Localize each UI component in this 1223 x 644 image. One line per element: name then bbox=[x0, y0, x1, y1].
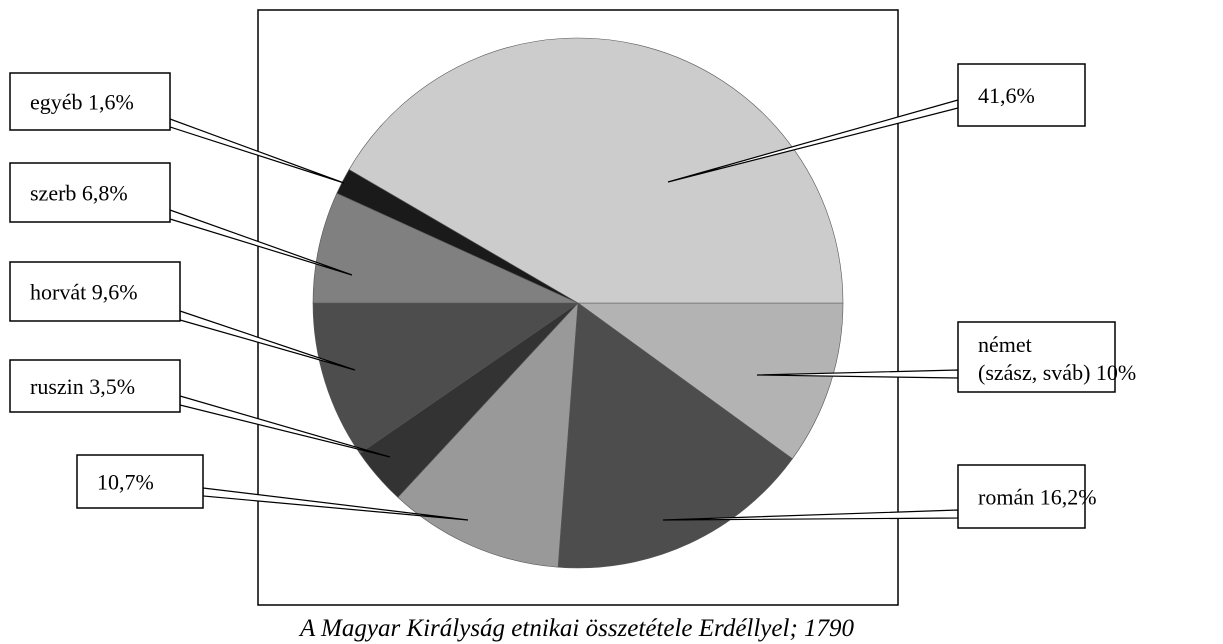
label-box bbox=[9, 162, 171, 223]
label-box bbox=[9, 261, 181, 322]
data-label: egyéb 1,6% bbox=[30, 90, 134, 115]
labels: német (szász, sváb) 10% román 16,2% 10,7% ru… bbox=[9, 63, 1136, 529]
pie-slice bbox=[557, 302, 793, 569]
label-box bbox=[957, 321, 1116, 393]
data-label: horvát 9,6% bbox=[30, 280, 138, 305]
pie-slice bbox=[577, 302, 844, 460]
label-box bbox=[9, 72, 171, 131]
data-label: 10,7% bbox=[97, 470, 154, 495]
data-label: 41,6% bbox=[978, 83, 1035, 108]
data-label: ruszin 3,5% bbox=[30, 374, 135, 399]
pie bbox=[312, 37, 844, 569]
chart-title: A Magyar Királyság etnikai összetétele E… bbox=[298, 615, 855, 642]
data-label: szerb 6,8% bbox=[30, 181, 128, 206]
label-box bbox=[76, 454, 204, 509]
data-label: német (szász, sváb) 10% bbox=[978, 332, 1136, 385]
data-label: román 16,2% bbox=[978, 485, 1097, 510]
pie-slice bbox=[312, 192, 579, 304]
label-box bbox=[957, 464, 1086, 529]
pie-slice bbox=[312, 302, 579, 454]
pie-slice bbox=[348, 37, 844, 304]
label-box bbox=[9, 359, 181, 413]
pie-slice bbox=[397, 302, 579, 568]
label-box bbox=[957, 63, 1086, 127]
